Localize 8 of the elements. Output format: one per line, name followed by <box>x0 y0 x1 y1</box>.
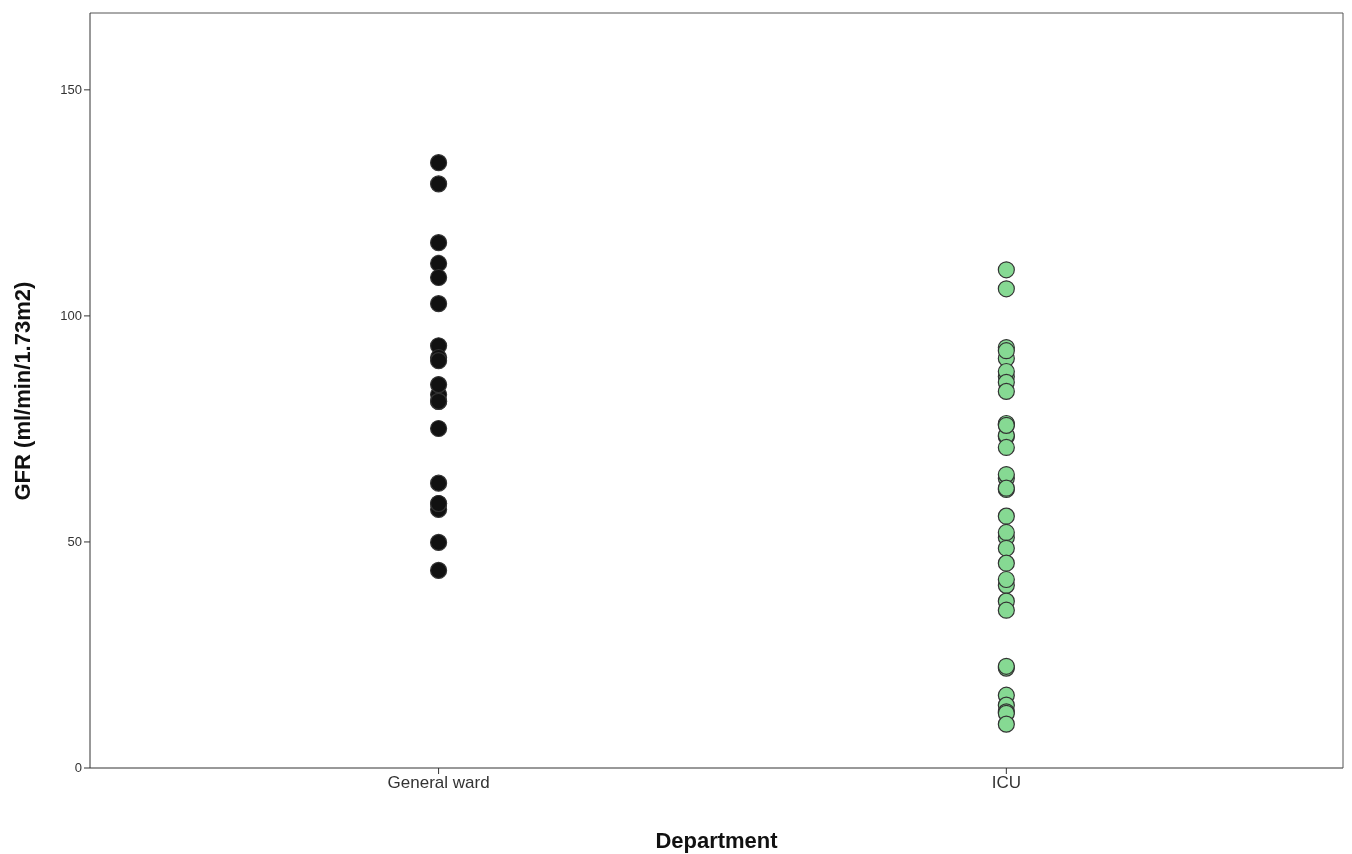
y-tick-label: 100 <box>60 307 82 323</box>
y-tick-label: 0 <box>74 760 82 775</box>
y-axis-title: GFR (ml/min/1.73m2) <box>9 281 35 501</box>
x-tick-label: ICU <box>991 773 1021 793</box>
y-tick-label: 150 <box>60 81 82 97</box>
y-tick-label: 50 <box>67 533 82 549</box>
x-axis-title: Department <box>655 828 779 853</box>
x-tick-label: General ward <box>387 773 490 793</box>
